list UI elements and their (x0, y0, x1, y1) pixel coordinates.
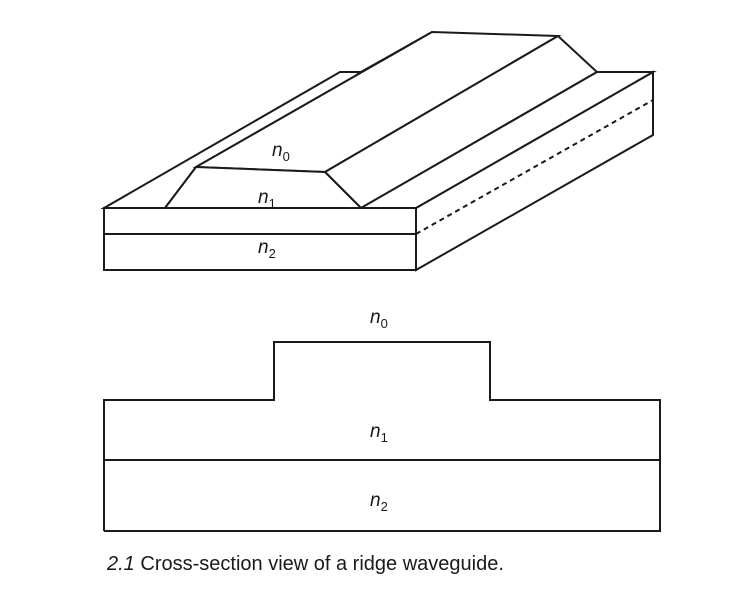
ridge-front-face (162, 165, 364, 209)
layer-interface-dashed (415, 99, 654, 235)
isometric-view: n0 n1 n2 (100, 30, 657, 272)
right-top-strip (357, 71, 657, 209)
cross-section-outline (103, 341, 661, 532)
ridge-waveguide-diagram: n0 n1 n2 n0 n1 n2 (100, 30, 661, 532)
cs-label-n2: n2 (370, 490, 388, 514)
iso-label-n2: n2 (258, 237, 276, 261)
iso-label-n1: n1 (258, 187, 276, 211)
caption-text: Cross-section view of a ridge waveguide. (140, 553, 504, 575)
cs-label-n0: n0 (370, 307, 388, 331)
figure-number: 2.1 (107, 553, 135, 575)
figure-caption: 2.1 Cross-section view of a ridge wavegu… (107, 553, 504, 576)
iso-label-n0: n0 (272, 140, 290, 164)
cross-section-view: n0 n1 n2 (103, 307, 661, 532)
cs-label-n1: n1 (370, 421, 388, 445)
